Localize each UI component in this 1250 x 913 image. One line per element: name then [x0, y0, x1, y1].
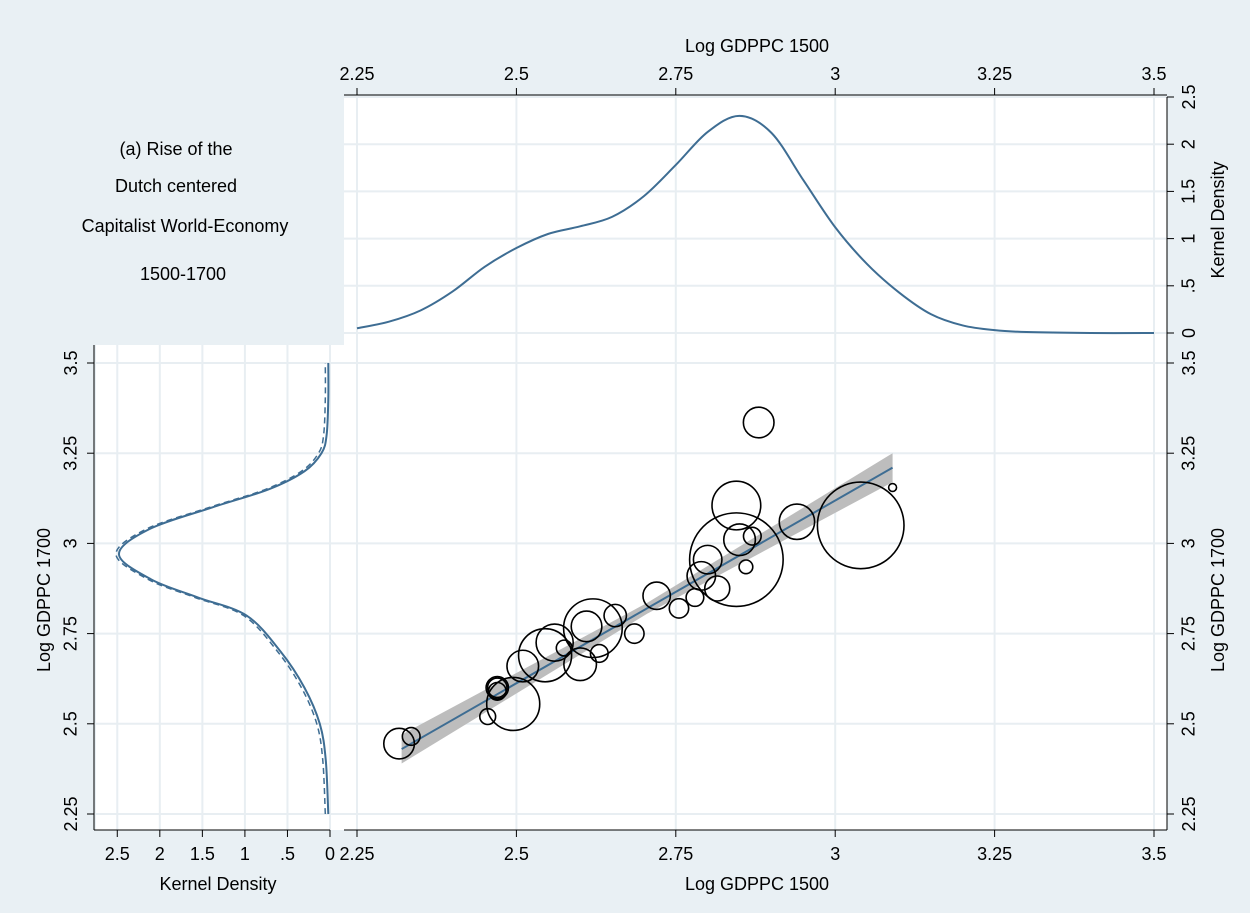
- top-x-tick-label: 3: [830, 64, 840, 84]
- main-x-tick-label: 3.25: [977, 844, 1012, 864]
- scatter-point-9: [517, 627, 573, 683]
- scatter-point-4: [485, 675, 510, 700]
- left-x-tick-label: 2: [155, 844, 165, 864]
- top-y-tick-label: 2.5: [1179, 84, 1199, 109]
- main-scatter-panel: 2.25 2.5 2.75 3 3.25 3.5 2.252.52.7533.253.5 …: [339, 345, 1228, 894]
- top-x-tick-label: 2.25: [339, 64, 374, 84]
- top-plot-area: [344, 97, 1167, 345]
- left-x-tick-label: 1.5: [190, 844, 215, 864]
- left-density-curve: [117, 362, 330, 815]
- scatter-point-22: [692, 544, 723, 575]
- top-x-tick-label: 2.5: [504, 64, 529, 84]
- main-x-axis-title: Log GDPPC 1500: [685, 874, 829, 894]
- panel-title-line-4: 1500-1700: [140, 264, 226, 284]
- scatter-point-29: [742, 406, 775, 439]
- scatter-point-17: [623, 623, 645, 645]
- left-x-tick-label: 2.5: [105, 844, 130, 864]
- scatter-point-14: [570, 610, 603, 643]
- top-y-tick-label: 1: [1179, 234, 1199, 244]
- left-density-curve-dashed: [115, 362, 327, 815]
- main-x-tick-label: 2.5: [504, 844, 529, 864]
- left-x-axis-title: Kernel Density: [159, 874, 276, 894]
- left-x-tick-label: 1: [240, 844, 250, 864]
- scatter-point-15: [589, 643, 609, 664]
- main-x-tick-label: 3: [830, 844, 840, 864]
- main-y-ticks: 2.25 2.5 2.75 3 3.25 3.5: [1167, 350, 1199, 832]
- scatter-points: [382, 406, 905, 760]
- fitted-line: [401, 466, 894, 750]
- scatter-point-13: [562, 598, 624, 659]
- top-y-tick-label: 2: [1179, 139, 1199, 149]
- scatter-point-7: [485, 676, 541, 732]
- scatter-point-18: [642, 581, 672, 611]
- scatter-point-2: [401, 726, 421, 747]
- main-y-tick-label: 3: [1179, 538, 1199, 548]
- scatter-point-27: [738, 559, 754, 575]
- main-plot-area: [344, 345, 1167, 830]
- main-right-y-axis-title: Log GDPPC 1700: [1208, 528, 1228, 672]
- panel-title-line-3: Capitalist World-Economy: [82, 216, 289, 236]
- left-plot-area: [96, 345, 344, 830]
- scatter-point-24: [688, 512, 784, 608]
- top-x-tick-label: 2.75: [658, 64, 693, 84]
- left-x-tick-label: 0: [325, 844, 335, 864]
- top-x-tick-label: 3.25: [977, 64, 1012, 84]
- left-gridlines: [96, 345, 344, 830]
- scatter-point-12: [563, 647, 598, 682]
- left-y-tick-label: 3.25: [61, 436, 81, 471]
- main-y-tick-label: 2.25: [1179, 796, 1199, 831]
- top-density-panel: 2.25 2.5 2.75 3 3.25 3.5 0 .5 1 1.5 2 2.5 Log GDPP…: [339, 36, 1228, 345]
- left-x-ticks: 2.5 2 1.5 1.5 0: [105, 830, 335, 864]
- main-x-tick-label: 2.75: [658, 844, 693, 864]
- scatter-point-30: [778, 503, 816, 541]
- title-box: [10, 10, 343, 343]
- scatter-point-32: [887, 482, 898, 493]
- left-y-tick-label: 2.25: [61, 796, 81, 831]
- panel-title-line-2: Dutch centered: [115, 176, 237, 196]
- main-x-ticks: 2.25 2.5 2.75 3 3.25 3.5: [339, 830, 1167, 864]
- left-y-axis-title: Log GDPPC 1700: [34, 528, 54, 672]
- panel-title-line-1: (a) Rise of the: [119, 139, 232, 159]
- left-y-tick-label: 2.75: [61, 616, 81, 651]
- scatter-point-5: [486, 677, 508, 699]
- top-y-tick-label: 1.5: [1179, 179, 1199, 204]
- main-y-tick-label: 2.5: [1179, 711, 1199, 736]
- scatter-point-1: [382, 727, 416, 760]
- left-y-ticks: 2.25 2.5 2.75 3 3.25 3.5: [61, 350, 94, 832]
- scatter-point-19: [668, 597, 690, 619]
- scatter-point-28: [742, 526, 762, 546]
- left-y-tick-label: 3: [61, 538, 81, 548]
- top-gridlines: [344, 96, 1167, 345]
- main-x-tick-label: 3.5: [1141, 844, 1166, 864]
- main-y-tick-label: 2.75: [1179, 616, 1199, 651]
- scatter-point-10: [535, 623, 574, 662]
- left-y-tick-label: 3.5: [61, 350, 81, 375]
- top-y-axis-title: Kernel Density: [1208, 161, 1228, 278]
- left-x-tick-label: .5: [280, 844, 295, 864]
- scatter-point-25: [722, 523, 757, 557]
- main-y-tick-label: 3.25: [1179, 436, 1199, 471]
- top-x-tick-label: 3.5: [1141, 64, 1166, 84]
- scatter-point-23: [703, 575, 731, 602]
- scatter-point-16: [603, 603, 628, 628]
- top-y-tick-label: .5: [1179, 278, 1199, 293]
- scatter-point-26: [711, 480, 762, 531]
- scatter-point-31: [816, 481, 905, 570]
- main-y-tick-label: 3.5: [1179, 350, 1199, 375]
- left-y-tick-label: 2.5: [61, 711, 81, 736]
- main-x-tick-label: 2.25: [339, 844, 374, 864]
- top-y-tick-label: 0: [1179, 328, 1199, 338]
- top-density-curve: [356, 114, 1155, 335]
- top-x-ticks: 2.25 2.5 2.75 3 3.25 3.5: [339, 64, 1167, 95]
- scatter-point-8: [506, 649, 540, 683]
- top-x-axis-title: Log GDPPC 1500: [685, 36, 829, 56]
- top-y-ticks: 0 .5 1 1.5 2 2.5: [1167, 84, 1199, 338]
